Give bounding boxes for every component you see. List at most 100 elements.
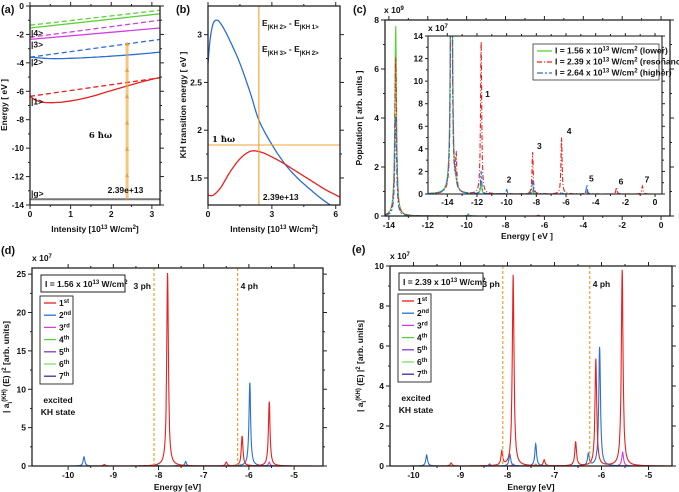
- y-tick-label: 2: [374, 162, 379, 172]
- text-part: 5: [59, 347, 64, 357]
- photon-label: 3 ph: [134, 281, 151, 291]
- sup-text: 2: [124, 280, 128, 286]
- y-tick-label: -14: [12, 200, 25, 210]
- y-tick-label: 10: [375, 261, 385, 271]
- legend-entry: 6th: [417, 357, 428, 367]
- text-part: x 10: [428, 23, 445, 33]
- sup-text: rd: [64, 323, 70, 329]
- x-axis-label: Energy [eV]: [154, 482, 201, 492]
- state-spectrum-curve: [390, 451, 672, 466]
- peak-label: 3: [537, 141, 542, 151]
- legend-entry: 7th: [417, 369, 428, 379]
- y-tick-label: -4: [16, 58, 24, 68]
- x-tick-label: 0: [206, 209, 211, 219]
- y-tick-label: 4: [374, 113, 379, 123]
- photon-count-annotation: 6 ħω: [89, 131, 112, 141]
- photon-step-marker: [125, 120, 130, 125]
- text-part: I = 2.39 x 10: [555, 57, 603, 67]
- energy-level-curve: [30, 9, 160, 26]
- panel-label: (e): [352, 244, 366, 256]
- text-part: 4: [417, 333, 422, 343]
- x-tick-label: -9: [110, 470, 118, 480]
- sup-text: th: [422, 358, 428, 364]
- legend-frame: [532, 43, 660, 81]
- sup-text: 13: [93, 280, 100, 286]
- text-part: I = 2.64 x 10: [555, 68, 603, 78]
- sub-text: |KH 3>: [268, 51, 287, 57]
- x-tick-label: -5: [645, 470, 653, 480]
- text-part: I = 2.39 x 10: [403, 277, 451, 287]
- y-tick-label: 6: [418, 121, 423, 131]
- energy-level-curve: [30, 38, 160, 58]
- text-part: 7: [59, 371, 64, 381]
- legend-entry: 4th: [417, 333, 428, 343]
- y-tick-label: -2: [16, 29, 24, 39]
- text-part: | a: [1, 403, 11, 413]
- y-tick-label: -8: [16, 115, 24, 125]
- energy-level-curve: [30, 51, 160, 60]
- y-tick-label: 8: [418, 99, 423, 109]
- state-label: |3>: [31, 39, 43, 49]
- intensity-box: [398, 272, 484, 291]
- x-axis-label: Intensity [1013 W/cm2]: [51, 224, 139, 234]
- sup-text: (KH): [2, 389, 8, 402]
- excited-state-note: excited: [401, 393, 430, 403]
- text-part: [arb. units]: [355, 320, 365, 366]
- plot-frame: [29, 5, 161, 206]
- y-multiplier: x 109: [384, 5, 405, 15]
- legend-entry: 2nd: [417, 308, 429, 318]
- sup-text: 13: [451, 278, 458, 284]
- x-tick-label: -10: [62, 470, 75, 480]
- sub-text: |KH 2>: [268, 25, 287, 31]
- text-part: (higher): [638, 68, 672, 78]
- sup-text: 13: [280, 225, 287, 231]
- y-tick-label: 4: [379, 381, 384, 391]
- energy-level-curve: [30, 13, 160, 29]
- energy-level-curve: [30, 19, 160, 38]
- y-tick-label: 0: [19, 1, 24, 11]
- peak-label: 5: [589, 174, 594, 184]
- sup-text: 7: [445, 24, 449, 30]
- legend-entry: 5th: [59, 347, 70, 357]
- photon-label: 3 ph: [482, 279, 499, 289]
- y-tick-label: 10: [17, 384, 27, 394]
- text-part: E: [262, 18, 268, 28]
- sup-text: 7: [407, 252, 411, 258]
- y-multiplier: x 107: [32, 253, 53, 263]
- sup-text: 13: [603, 69, 610, 75]
- text-part: x 10: [390, 251, 407, 261]
- legend-entry: E|KH 3> - E|KH 2>: [262, 44, 319, 57]
- text-part: 7: [417, 369, 422, 379]
- x-tick-label: -7: [551, 470, 559, 480]
- peak-label: 7: [645, 175, 650, 185]
- text-part: I = 1.56 x 10: [45, 279, 93, 289]
- x-tick-label: 1: [68, 209, 73, 219]
- photon-step-marker: [125, 94, 130, 99]
- sup-text: st: [422, 297, 427, 303]
- legend-entry: 1st: [417, 296, 427, 306]
- x-axis-label: Energy [eV]: [507, 482, 554, 492]
- plot-frame: [31, 267, 324, 467]
- x-tick-label: -14: [441, 197, 454, 207]
- text-part: W/cm: [99, 279, 124, 289]
- peak-label: 2: [507, 175, 512, 185]
- y-tick-label: 20: [17, 308, 27, 318]
- y-axis-label: KH transition energy [ eV ]: [178, 51, 188, 158]
- text-part: W/cm: [609, 46, 634, 56]
- text-part: W/cm: [609, 68, 634, 78]
- plot-area: [30, 9, 160, 201]
- legend-entry: I = 2.39 x 1013 W/cm2 (resonance): [555, 57, 679, 67]
- transition-energy-curve: [208, 19, 332, 205]
- panel-label: (c): [353, 4, 367, 16]
- y-multiplier: x 107: [390, 251, 411, 261]
- y-tick-label: 2: [418, 166, 423, 176]
- x-tick-label: -8: [533, 197, 541, 207]
- intensity-label: I = 2.39 x 1013 W/cm2: [403, 277, 486, 287]
- x-tick-label: -10: [461, 220, 474, 230]
- sup-text: 2: [634, 47, 638, 53]
- x-tick-label: -6: [598, 470, 606, 480]
- sup-text: nd: [64, 311, 72, 317]
